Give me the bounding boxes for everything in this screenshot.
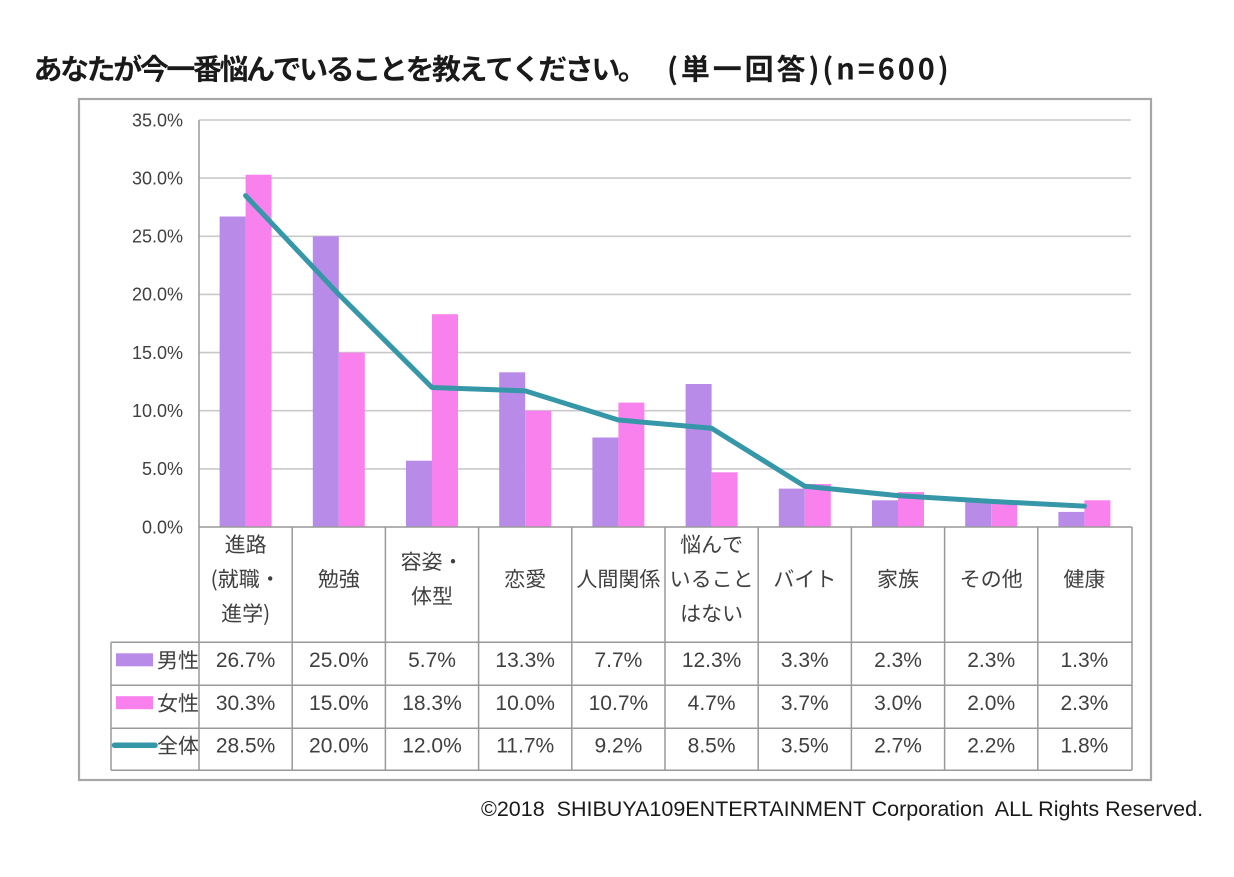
svg-text:2.3%: 2.3% xyxy=(874,649,922,672)
svg-text:2.3%: 2.3% xyxy=(967,649,1015,672)
svg-text:28.5%: 28.5% xyxy=(216,734,276,757)
svg-text:9.2%: 9.2% xyxy=(594,734,642,757)
svg-text:12.0%: 12.0% xyxy=(402,734,462,757)
svg-text:©2018 SHIBUYA109ENTERTAINMENT: ©2018 SHIBUYA109ENTERTAINMENT Corporatio… xyxy=(481,797,1203,821)
svg-text:20.0%: 20.0% xyxy=(132,285,183,305)
svg-text:11.7%: 11.7% xyxy=(496,734,554,757)
svg-text:13.3%: 13.3% xyxy=(495,649,555,672)
svg-text:3.0%: 3.0% xyxy=(874,692,922,715)
svg-text:12.3%: 12.3% xyxy=(682,649,742,672)
svg-text:3.5%: 3.5% xyxy=(781,734,829,757)
svg-text:10.0%: 10.0% xyxy=(495,692,555,715)
svg-text:10.7%: 10.7% xyxy=(589,692,649,715)
svg-text:30.3%: 30.3% xyxy=(216,692,276,715)
svg-text:26.7%: 26.7% xyxy=(216,649,276,672)
svg-text:4.7%: 4.7% xyxy=(688,692,736,715)
svg-text:25.0%: 25.0% xyxy=(132,227,183,247)
svg-text:10.0%: 10.0% xyxy=(132,401,183,421)
svg-text:20.0%: 20.0% xyxy=(309,734,369,757)
svg-text:8.5%: 8.5% xyxy=(688,734,736,757)
svg-text:2.7%: 2.7% xyxy=(874,734,922,757)
svg-text:2.3%: 2.3% xyxy=(1060,692,1108,715)
svg-text:1.8%: 1.8% xyxy=(1060,734,1108,757)
svg-text:18.3%: 18.3% xyxy=(402,692,462,715)
svg-text:3.3%: 3.3% xyxy=(781,649,829,672)
svg-text:15.0%: 15.0% xyxy=(309,692,369,715)
svg-text:15.0%: 15.0% xyxy=(132,343,183,363)
svg-text:5.0%: 5.0% xyxy=(142,459,183,479)
svg-text:0.0%: 0.0% xyxy=(142,517,183,537)
svg-text:7.7%: 7.7% xyxy=(594,649,642,672)
svg-text:1.3%: 1.3% xyxy=(1060,649,1108,672)
svg-text:30.0%: 30.0% xyxy=(132,168,183,188)
svg-text:2.2%: 2.2% xyxy=(967,734,1015,757)
svg-text:25.0%: 25.0% xyxy=(309,649,369,672)
svg-text:35.0%: 35.0% xyxy=(132,110,183,130)
svg-text:2.0%: 2.0% xyxy=(967,692,1015,715)
svg-text:3.7%: 3.7% xyxy=(781,692,829,715)
svg-text:5.7%: 5.7% xyxy=(408,649,456,672)
